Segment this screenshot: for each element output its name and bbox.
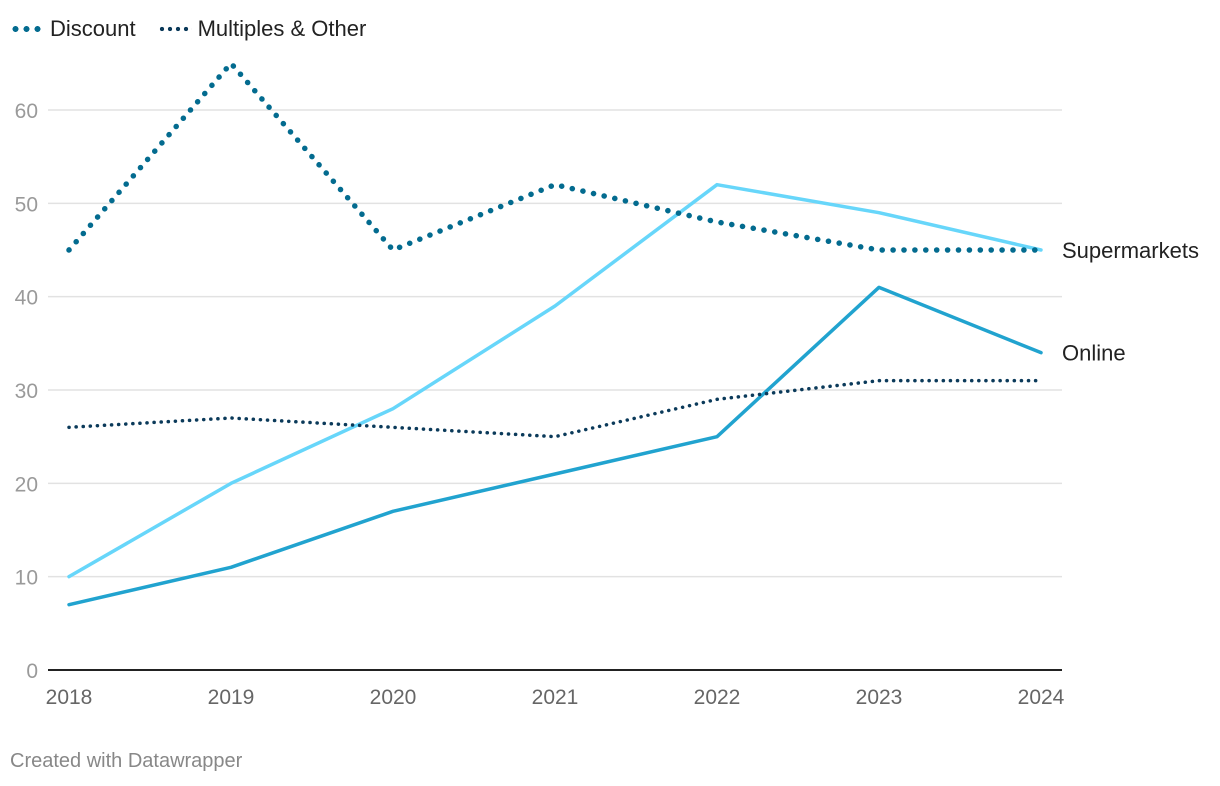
legend-item-multiples: Multiples & Other [157,16,367,42]
legend-swatch-discount [10,26,44,32]
series-end-label-supermarkets: Supermarkets [1062,238,1199,263]
series-line-discount [66,60,1044,253]
y-tick-label-50: 50 [15,193,38,216]
legend-swatch-multiples [157,26,192,32]
y-tick-label-60: 60 [15,100,38,123]
legend-label-multiples: Multiples & Other [197,16,367,41]
y-tick-label-10: 10 [15,567,38,590]
x-tick-label-2023: 2023 [856,686,903,709]
series-line-multiples-other [67,378,1043,439]
legend-item-discount: Discount [10,16,136,42]
x-tick-label-2024: 2024 [1018,686,1065,709]
x-tick-label-2020: 2020 [370,686,417,709]
y-tick-label-0: 0 [26,660,38,683]
x-tick-label-2021: 2021 [532,686,579,709]
legend-label-discount: Discount [50,16,136,41]
y-tick-label-20: 20 [15,473,38,496]
y-tick-label-30: 30 [15,380,38,403]
x-tick-label-2018: 2018 [46,686,93,709]
legend: Discount Multiples & Other [10,16,366,42]
series-end-label-online: Online [1062,341,1126,366]
x-tick-label-2019: 2019 [208,686,255,709]
footer-credit: Created with Datawrapper [10,750,243,772]
series-line-online [67,285,1043,607]
y-tick-label-40: 40 [15,287,38,310]
x-tick-label-2022: 2022 [694,686,741,709]
